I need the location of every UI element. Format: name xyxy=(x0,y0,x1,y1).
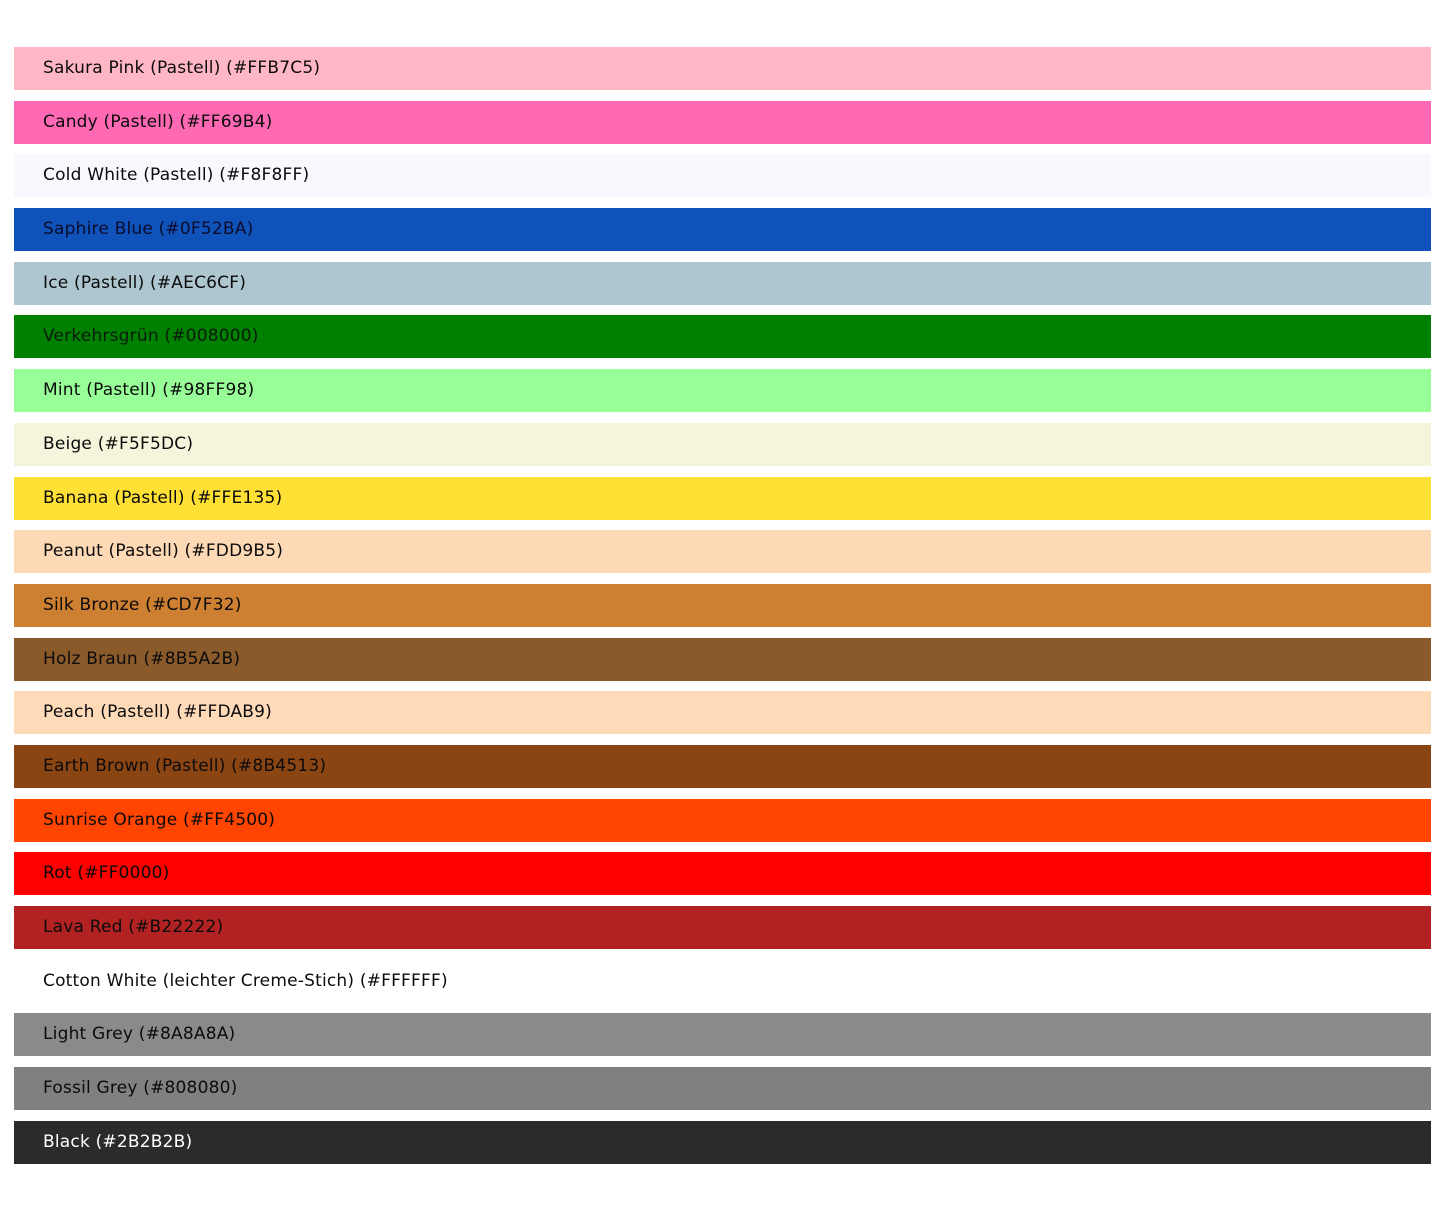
color-swatch-row: Black (#2B2B2B) xyxy=(14,1120,1431,1164)
color-swatch-row: Sunrise Orange (#FF4500) xyxy=(14,798,1431,842)
swatch-label: Rot (#FF0000) xyxy=(43,863,170,884)
color-swatch-row: Earth Brown (Pastell) (#8B4513) xyxy=(14,744,1431,788)
swatch-label: Holz Braun (#8B5A2B) xyxy=(43,648,241,669)
color-swatch-row: Verkehrsgrün (#008000) xyxy=(14,315,1431,359)
color-swatch-row: Rot (#FF0000) xyxy=(14,852,1431,896)
color-swatch-row: Fossil Grey (#808080) xyxy=(14,1067,1431,1111)
swatch-label: Silk Bronze (#CD7F32) xyxy=(43,594,242,615)
color-swatch-row: Beige (#F5F5DC) xyxy=(14,422,1431,466)
color-swatch-row: Silk Bronze (#CD7F32) xyxy=(14,583,1431,627)
swatch-label: Beige (#F5F5DC) xyxy=(43,433,194,454)
color-swatch-row: Cotton White (leichter Creme-Stich) (#FF… xyxy=(14,959,1431,1003)
swatch-label: Verkehrsgrün (#008000) xyxy=(43,326,259,347)
color-swatch-row: Lava Red (#B22222) xyxy=(14,906,1431,949)
swatch-label: Cold White (Pastell) (#F8F8FF) xyxy=(43,165,310,186)
swatch-label: Black (#2B2B2B) xyxy=(43,1131,193,1152)
color-swatch-list: Sakura Pink (Pastell) (#FFB7C5) Candy (P… xyxy=(14,47,1431,1164)
color-swatch-row: Peanut (Pastell) (#FDD9B5) xyxy=(14,530,1431,574)
color-swatch-row: Peach (Pastell) (#FFDAB9) xyxy=(14,691,1431,735)
color-swatch-row: Light Grey (#8A8A8A) xyxy=(14,1013,1431,1057)
swatch-label: Sunrise Orange (#FF4500) xyxy=(43,809,276,830)
color-swatch-row: Ice (Pastell) (#AEC6CF) xyxy=(14,261,1431,305)
swatch-label: Light Grey (#8A8A8A) xyxy=(43,1024,236,1045)
swatch-label: Peach (Pastell) (#FFDAB9) xyxy=(43,702,273,723)
swatch-label: Sakura Pink (Pastell) (#FFB7C5) xyxy=(43,58,321,78)
color-swatch-row: Candy (Pastell) (#FF69B4) xyxy=(14,100,1431,144)
swatch-label: Saphire Blue (#0F52BA) xyxy=(43,219,254,240)
color-swatch-row: Cold White (Pastell) (#F8F8FF) xyxy=(14,154,1431,198)
color-swatch-row: Saphire Blue (#0F52BA) xyxy=(14,208,1431,252)
swatch-label: Earth Brown (Pastell) (#8B4513) xyxy=(43,755,327,776)
swatch-label: Peanut (Pastell) (#FDD9B5) xyxy=(43,541,284,562)
swatch-label: Lava Red (#B22222) xyxy=(43,917,224,937)
swatch-label: Banana (Pastell) (#FFE135) xyxy=(43,487,283,508)
color-swatch-row: Holz Braun (#8B5A2B) xyxy=(14,637,1431,681)
color-swatch-row: Banana (Pastell) (#FFE135) xyxy=(14,476,1431,520)
swatch-label: Candy (Pastell) (#FF69B4) xyxy=(43,111,273,132)
color-swatch-row: Mint (Pastell) (#98FF98) xyxy=(14,369,1431,413)
swatch-label: Ice (Pastell) (#AEC6CF) xyxy=(43,272,247,293)
swatch-label: Mint (Pastell) (#98FF98) xyxy=(43,380,255,401)
color-swatch-row: Sakura Pink (Pastell) (#FFB7C5) xyxy=(14,47,1431,90)
swatch-label: Fossil Grey (#808080) xyxy=(43,1078,238,1099)
swatch-label: Cotton White (leichter Creme-Stich) (#FF… xyxy=(43,970,448,991)
